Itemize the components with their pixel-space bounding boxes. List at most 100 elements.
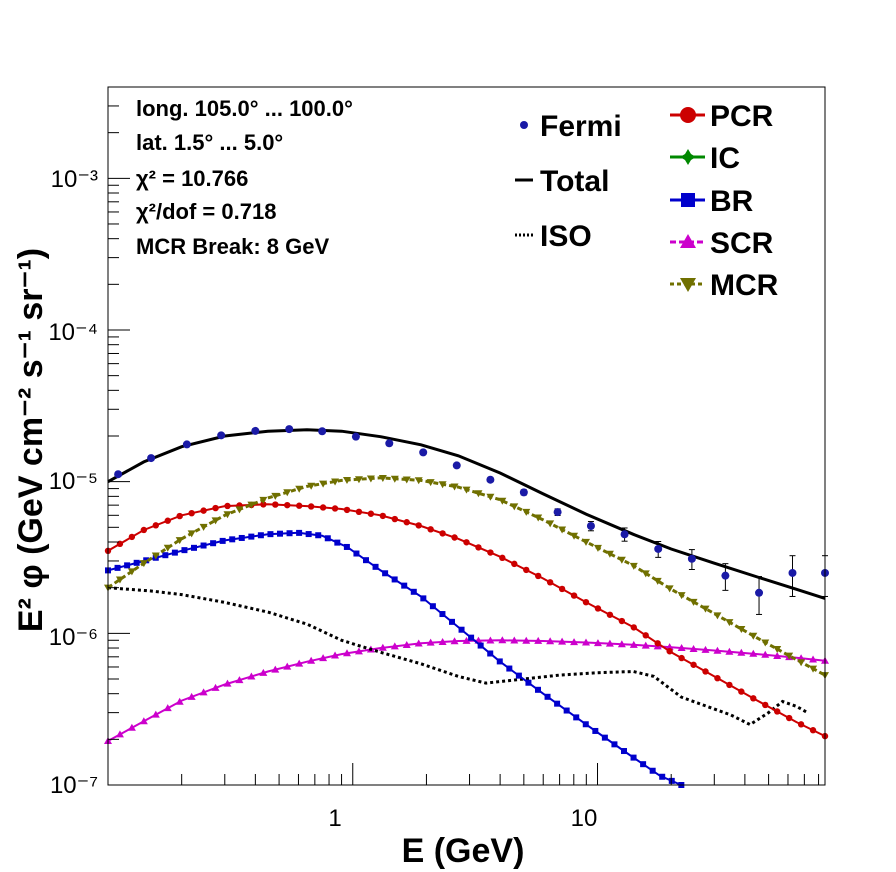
series-marker-pcr <box>224 502 231 510</box>
series-marker-scr <box>175 697 184 705</box>
legend-iso-label: ISO <box>540 220 592 253</box>
series-marker-mcr <box>773 646 782 654</box>
series-marker-mcr <box>809 665 818 673</box>
series-marker-br <box>124 562 131 569</box>
fermi-data-point <box>351 432 360 441</box>
series-marker-br <box>181 547 188 554</box>
series-marker-br <box>238 534 245 541</box>
series-marker-pcr <box>570 592 578 599</box>
y-tick-label-1e-7: 10⁻⁷ <box>50 772 98 799</box>
legend-right: PCR IC BR SCR MCR <box>670 100 779 302</box>
series-marker-br <box>353 550 360 557</box>
series-marker-pcr <box>654 640 661 647</box>
series-marker-scr <box>414 639 423 647</box>
series-marker-pcr <box>678 654 685 662</box>
fermi-data-point <box>755 588 764 597</box>
series-marker-pcr <box>774 708 781 715</box>
fermi-data-point <box>318 427 327 436</box>
series-marker-br <box>525 679 532 686</box>
fermi-data-point <box>385 439 394 448</box>
series-marker-mcr <box>785 652 794 660</box>
series-marker-br <box>448 618 455 625</box>
series-marker-scr <box>319 654 328 662</box>
series-marker-br <box>114 564 121 571</box>
legend-ic-label: IC <box>710 142 740 175</box>
fermi-data-point <box>687 554 696 563</box>
series-marker-br <box>362 557 369 564</box>
series-marker-scr <box>725 647 734 655</box>
series-marker-scr <box>498 636 507 644</box>
series-marker-mcr <box>510 503 519 511</box>
info-chi2: χ² = 10.766 <box>136 166 248 191</box>
series-marker-br <box>458 626 465 633</box>
series-marker-scr <box>582 638 590 646</box>
series-marker-scr <box>749 649 758 657</box>
series-marker-br <box>410 588 417 595</box>
series-marker-mcr <box>617 556 626 564</box>
series-marker-mcr <box>235 506 244 514</box>
series-marker-br <box>257 532 264 539</box>
legend-fermi-marker <box>520 121 528 129</box>
series-marker-mcr <box>115 576 124 584</box>
series-marker-mcr <box>331 478 340 486</box>
y-axis-title: E² φ (GeV cm⁻² s⁻¹ sr⁻¹) <box>12 248 50 632</box>
series-marker-mcr <box>175 537 184 545</box>
series-marker-pcr <box>212 504 219 512</box>
series-marker-pcr <box>379 512 387 520</box>
series-marker-mcr <box>701 605 710 613</box>
y-tick-label-1e-4: 10⁻⁴ <box>48 319 98 346</box>
series-marker-scr <box>354 647 363 655</box>
series-marker-mcr <box>127 568 136 576</box>
series-marker-scr <box>701 645 710 653</box>
series-marker-scr <box>151 710 160 718</box>
series-marker-br <box>496 658 503 665</box>
series-marker-mcr <box>307 482 316 490</box>
series-marker-pcr <box>582 598 590 606</box>
series-marker-mcr <box>426 479 435 487</box>
series-marker-br <box>649 767 656 774</box>
series-marker-br <box>573 714 580 721</box>
series-marker-br <box>210 540 217 547</box>
fermi-data-point <box>419 448 428 457</box>
fermi-data-point <box>147 454 156 463</box>
series-marker-br <box>200 542 207 549</box>
series-marker-mcr <box>390 475 399 483</box>
legend-fermi-label: Fermi <box>540 110 622 143</box>
series-marker-mcr <box>354 476 363 484</box>
series-marker-pcr <box>284 501 291 509</box>
series-marker-mcr <box>199 523 208 531</box>
fermi-data-point <box>114 470 123 479</box>
legend-pcr-label: PCR <box>710 100 774 133</box>
legend-total-label: Total <box>540 165 609 198</box>
series-line-iso <box>107 586 809 727</box>
y-tick-label-1e-3: 10⁻³ <box>51 166 98 193</box>
series-marker-br <box>276 530 283 537</box>
fermi-data-point <box>285 425 294 434</box>
series-marker-scr <box>522 636 531 644</box>
series-marker-scr <box>665 643 674 651</box>
series-marker-mcr <box>366 475 375 483</box>
series-marker-scr <box>641 641 650 649</box>
fermi-data-point <box>519 488 528 497</box>
series-marker-pcr <box>642 632 649 639</box>
series-marker-mcr <box>151 552 160 560</box>
series-marker-scr <box>593 639 602 647</box>
series-marker-pcr <box>546 579 554 586</box>
series-marker-br <box>563 707 570 714</box>
series-marker-mcr <box>797 659 806 667</box>
series-marker-mcr <box>593 544 602 552</box>
legend-mcr-label: MCR <box>710 269 779 302</box>
series-marker-br <box>315 532 322 539</box>
series-marker-pcr <box>391 515 398 523</box>
series-marker-pcr <box>296 502 303 509</box>
series-marker-mcr <box>749 632 758 640</box>
series-marker-mcr <box>725 619 734 627</box>
series-marker-pcr <box>355 508 363 516</box>
series-marker-br <box>544 693 551 700</box>
series-marker-br <box>305 531 312 538</box>
series-marker-br <box>296 529 303 536</box>
series-marker-scr <box>713 646 722 654</box>
series-marker-br <box>611 741 618 748</box>
series-marker-scr <box>809 655 818 663</box>
